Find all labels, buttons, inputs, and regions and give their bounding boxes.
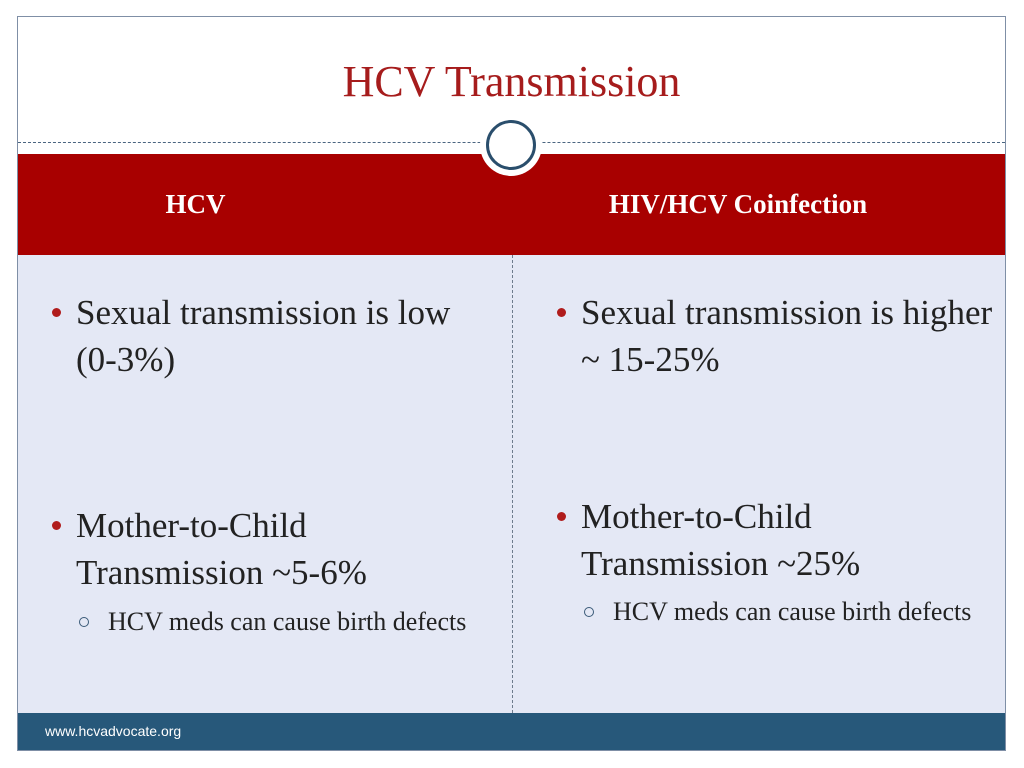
sub-bullet-text: HCV meds can cause birth defects <box>108 607 467 636</box>
title-ring-inner <box>486 120 536 170</box>
table-body: Sexual transmission is low (0-3%) Mother… <box>18 255 1005 713</box>
column-divider <box>512 255 513 713</box>
bullet-dot-icon <box>52 521 61 530</box>
column-header-hcv: HCV <box>165 189 226 219</box>
bullet-text: Mother-to-Child Transmission ~5-6% <box>76 506 367 592</box>
sub-list-item: HCV meds can cause birth defects <box>581 594 1005 629</box>
sub-bullet-text: HCV meds can cause birth defects <box>613 597 972 626</box>
column-hcv: Sexual transmission is low (0-3%) Mother… <box>48 255 488 713</box>
slide-title: HCV Transmission <box>342 57 681 106</box>
sub-list-item: HCV meds can cause birth defects <box>76 604 508 639</box>
bullet-text: Sexual transmission is higher ~ 15-25% <box>581 293 993 379</box>
footer-bar: www.hcvadvocate.org <box>18 713 1005 750</box>
sub-bullet-ring-icon <box>79 617 89 627</box>
list-item: Sexual transmission is higher ~ 15-25% <box>553 289 1001 383</box>
bullet-text: Sexual transmission is low (0-3%) <box>76 293 451 379</box>
slide-frame: HCV Transmission HCV HIV/HCV Coinfection… <box>17 16 1006 751</box>
bullet-text: Mother-to-Child Transmission ~25% <box>581 497 861 583</box>
column-header-coinfection: HIV/HCV Coinfection <box>608 189 868 219</box>
list-item: Mother-to-Child Transmission ~25% <box>553 493 1001 587</box>
column-coinfection: Sexual transmission is higher ~ 15-25% M… <box>553 255 993 713</box>
footer-url[interactable]: www.hcvadvocate.org <box>45 723 182 739</box>
bullet-dot-icon <box>52 308 61 317</box>
bullet-dot-icon <box>557 512 566 521</box>
sub-bullet-ring-icon <box>584 607 594 617</box>
list-item: Sexual transmission is low (0-3%) <box>48 289 496 383</box>
list-item: Mother-to-Child Transmission ~5-6% <box>48 502 496 596</box>
bullet-dot-icon <box>557 308 566 317</box>
